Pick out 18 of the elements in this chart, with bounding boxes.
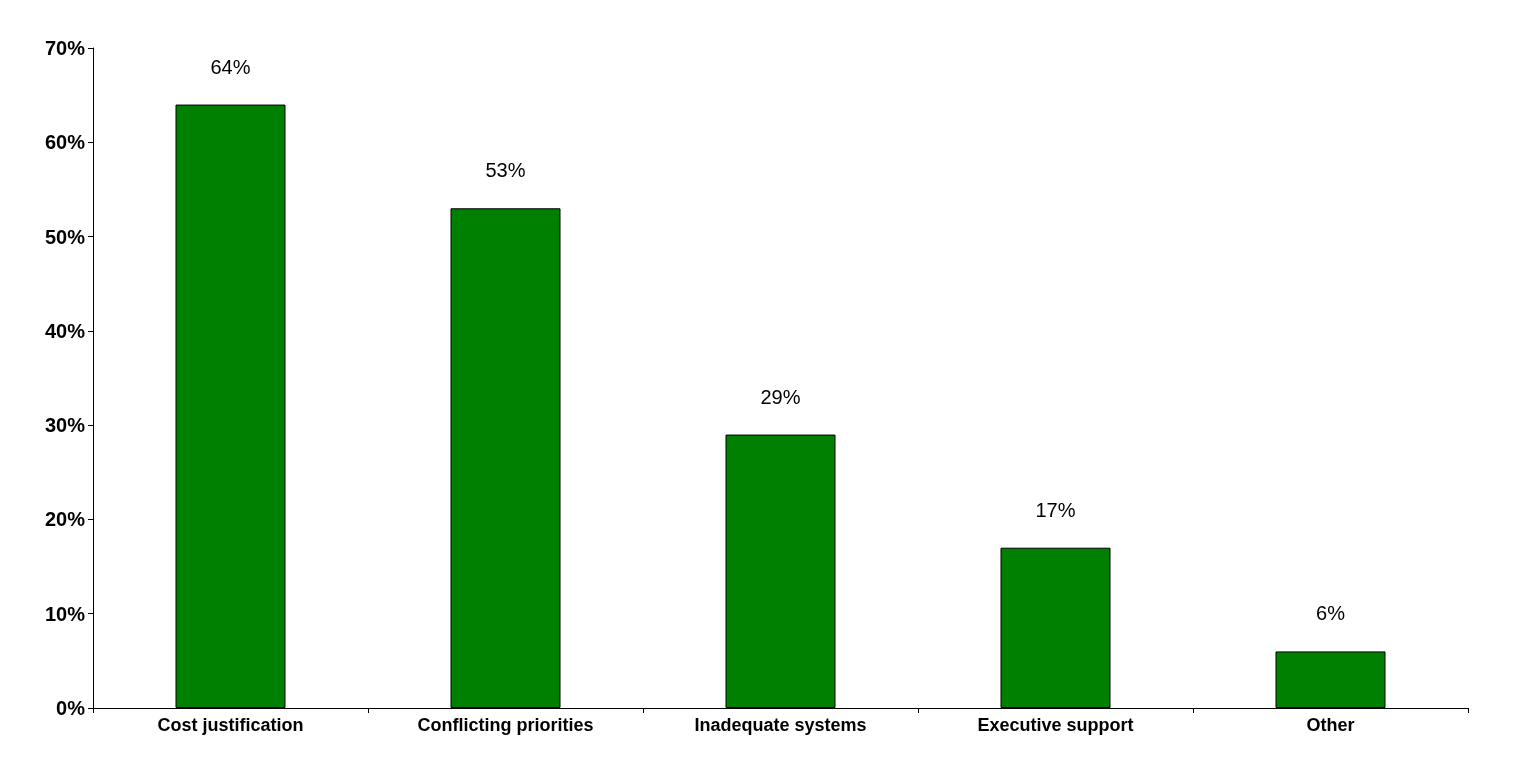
y-tick-label: 0% [56,697,86,719]
y-tick-label: 60% [44,131,86,154]
data-label: 17% [1035,498,1076,521]
y-tick-label: 70% [44,37,86,59]
x-tick-label: Conflicting priorities [417,715,594,735]
x-tick-label: Executive support [977,715,1134,735]
data-label: 64% [210,55,251,78]
y-tick-label: 10% [44,602,86,625]
data-label: 29% [760,385,801,408]
x-tick-label: Cost justification [157,715,304,735]
data-label: 53% [485,159,526,182]
y-tick-label: 20% [44,508,86,531]
x-tick-label: Inadequate systems [694,715,867,735]
x-tick-label: Other [1306,715,1355,735]
data-label: 6% [1316,602,1346,625]
y-tick-label: 30% [44,414,86,437]
y-tick-label: 40% [44,319,86,342]
y-tick-label: 50% [44,225,86,248]
